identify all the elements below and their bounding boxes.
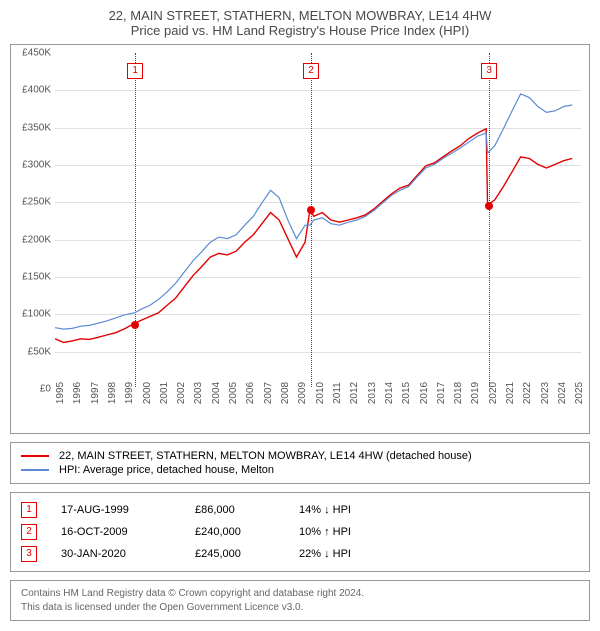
chart-area: £0 £50K £100K £150K £200K £250K £300K £350K £400… — [10, 44, 590, 434]
event-delta: 10% ↑ HPI — [299, 526, 389, 538]
chart-title: 22, MAIN STREET, STATHERN, MELTON MOWBRA… — [10, 8, 590, 23]
event-date: 30-JAN-2020 — [61, 548, 171, 560]
y-tick-label: £350K — [22, 122, 51, 133]
event-date: 16-OCT-2009 — [61, 526, 171, 538]
plot-area: 1 2 3 — [55, 53, 581, 387]
y-tick-label: £250K — [22, 197, 51, 208]
event-date: 17-AUG-1999 — [61, 504, 171, 516]
footer-line-1: Contains HM Land Registry data © Crown c… — [21, 587, 579, 601]
events-table: 1 17-AUG-1999 £86,000 14% ↓ HPI 2 16-OCT-2009… — [10, 492, 590, 572]
y-tick-label: £450K — [22, 48, 51, 59]
event-dot — [307, 206, 315, 214]
legend-row: HPI: Average price, detached house, Melt… — [21, 463, 579, 477]
chart-subtitle: Price paid vs. HM Land Registry's House … — [10, 23, 590, 38]
event-price: £245,000 — [195, 548, 275, 560]
legend-label: 22, MAIN STREET, STATHERN, MELTON MOWBRA… — [59, 450, 472, 462]
footer-attribution: Contains HM Land Registry data © Crown c… — [10, 580, 590, 621]
event-dot — [131, 321, 139, 329]
y-tick-label: £0 — [40, 384, 51, 395]
y-axis-labels: £0£50K£100K£150K£200K£250K£300K£350K£400… — [11, 53, 53, 387]
y-tick-label: £150K — [22, 272, 51, 283]
series-price_paid — [55, 129, 572, 343]
y-tick-label: £300K — [22, 160, 51, 171]
event-number-box: 3 — [21, 546, 37, 562]
event-marker: 3 — [481, 63, 497, 79]
chart-container: 22, MAIN STREET, STATHERN, MELTON MOWBRA… — [0, 0, 600, 631]
legend: 22, MAIN STREET, STATHERN, MELTON MOWBRA… — [10, 442, 590, 484]
line-series — [55, 53, 581, 387]
footer-line-2: This data is licensed under the Open Gov… — [21, 601, 579, 615]
x-axis-labels: 1995199619971998199920002001200220032004… — [55, 389, 581, 433]
y-tick-label: £50K — [28, 346, 51, 357]
event-row: 2 16-OCT-2009 £240,000 10% ↑ HPI — [21, 521, 579, 543]
y-tick-label: £200K — [22, 234, 51, 245]
legend-row: 22, MAIN STREET, STATHERN, MELTON MOWBRA… — [21, 449, 579, 463]
event-row: 1 17-AUG-1999 £86,000 14% ↓ HPI — [21, 499, 579, 521]
legend-swatch — [21, 455, 49, 457]
event-row: 3 30-JAN-2020 £245,000 22% ↓ HPI — [21, 543, 579, 565]
event-number-box: 1 — [21, 502, 37, 518]
y-tick-label: £100K — [22, 309, 51, 320]
legend-swatch — [21, 469, 49, 471]
event-number-box: 2 — [21, 524, 37, 540]
legend-label: HPI: Average price, detached house, Melt… — [59, 464, 274, 476]
y-tick-label: £400K — [22, 85, 51, 96]
event-delta: 22% ↓ HPI — [299, 548, 389, 560]
event-dot — [485, 202, 493, 210]
event-marker: 1 — [127, 63, 143, 79]
event-marker: 2 — [303, 63, 319, 79]
event-price: £240,000 — [195, 526, 275, 538]
event-price: £86,000 — [195, 504, 275, 516]
event-delta: 14% ↓ HPI — [299, 504, 389, 516]
